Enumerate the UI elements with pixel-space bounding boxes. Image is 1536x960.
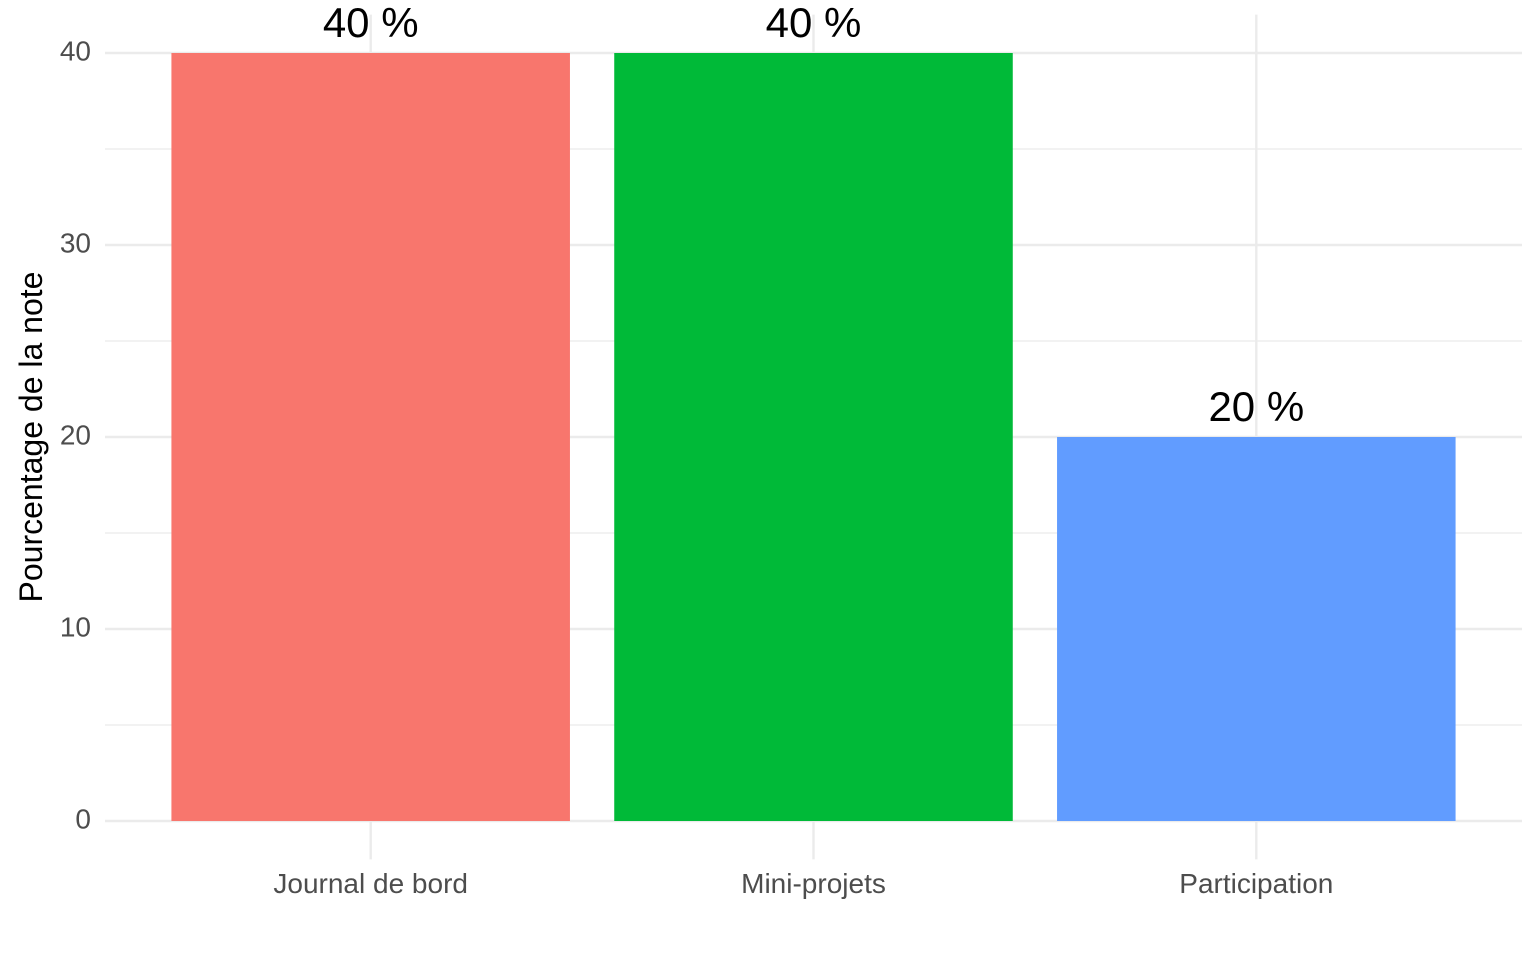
y-tick-label: 0 [75,803,91,834]
y-tick-label: 40 [60,35,91,66]
y-axis-title: Pourcentage de la note [13,272,49,603]
x-tick-label: Participation [1179,868,1333,899]
x-tick-label: Mini-projets [741,868,886,899]
value-label: 40 % [766,0,862,46]
bar [614,53,1013,821]
x-tick-label: Journal de bord [273,868,468,899]
bar [171,53,570,821]
y-tick-label: 20 [60,419,91,450]
bar [1057,437,1456,821]
value-label: 20 % [1208,383,1304,430]
value-label: 40 % [323,0,419,46]
y-tick-label: 30 [60,227,91,258]
y-tick-label: 10 [60,611,91,642]
